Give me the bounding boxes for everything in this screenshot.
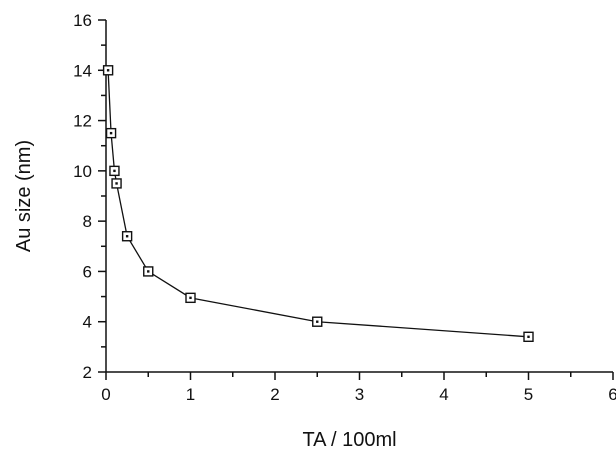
x-tick-label: 0: [101, 385, 110, 404]
data-point: [105, 127, 117, 139]
data-point-center: [109, 131, 113, 135]
data-point-center: [189, 296, 192, 300]
data-point-center: [106, 69, 110, 72]
data-point: [312, 316, 323, 327]
data-series: [102, 65, 534, 342]
data-point: [111, 178, 122, 189]
y-tick-label: 8: [83, 212, 92, 231]
x-tick-label: 5: [524, 385, 533, 404]
y-tick-label: 6: [83, 262, 92, 281]
y-tick-label: 16: [73, 11, 92, 30]
x-tick-label: 3: [355, 385, 364, 404]
data-point: [143, 266, 154, 277]
data-point: [523, 331, 534, 342]
y-axis-title: Au size (nm): [13, 140, 35, 252]
data-point-center: [316, 320, 319, 323]
data-point-center: [527, 335, 530, 338]
x-axis-title: TA / 100ml: [302, 429, 396, 450]
y-tick-label: 12: [73, 112, 92, 131]
data-point-center: [147, 270, 150, 273]
y-tick-label: 2: [83, 363, 92, 382]
x-tick-label: 6: [608, 385, 616, 404]
y-tick-label: 4: [83, 313, 92, 332]
y-tick-label: 10: [73, 162, 92, 181]
data-point-center: [125, 235, 129, 238]
x-tick-label: 2: [270, 385, 279, 404]
data-point-center: [115, 182, 118, 185]
data-point: [185, 292, 196, 304]
x-tick-label: 1: [186, 385, 195, 404]
data-point: [121, 231, 133, 242]
axes: [105, 20, 613, 373]
data-point: [102, 65, 114, 76]
series-line: [107, 70, 529, 338]
x-tick-label: 4: [439, 385, 448, 404]
data-point-center: [113, 169, 116, 173]
data-point: [109, 165, 120, 177]
y-tick-label: 14: [73, 61, 92, 80]
